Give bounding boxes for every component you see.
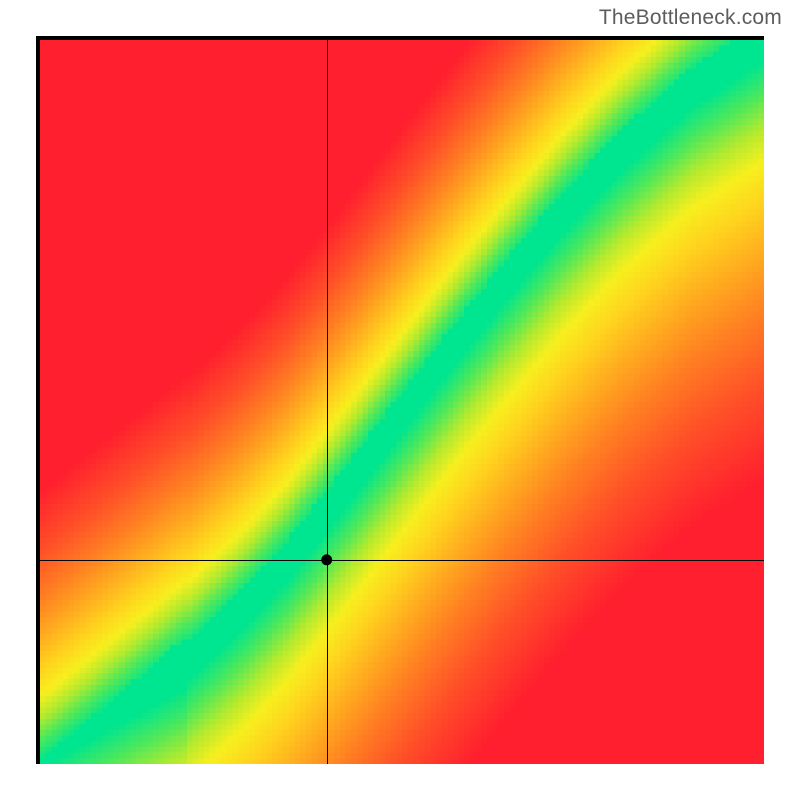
watermark-text: TheBottleneck.com [599, 6, 782, 30]
heatmap-canvas-wrap [40, 40, 764, 764]
overlay-canvas [40, 40, 764, 764]
